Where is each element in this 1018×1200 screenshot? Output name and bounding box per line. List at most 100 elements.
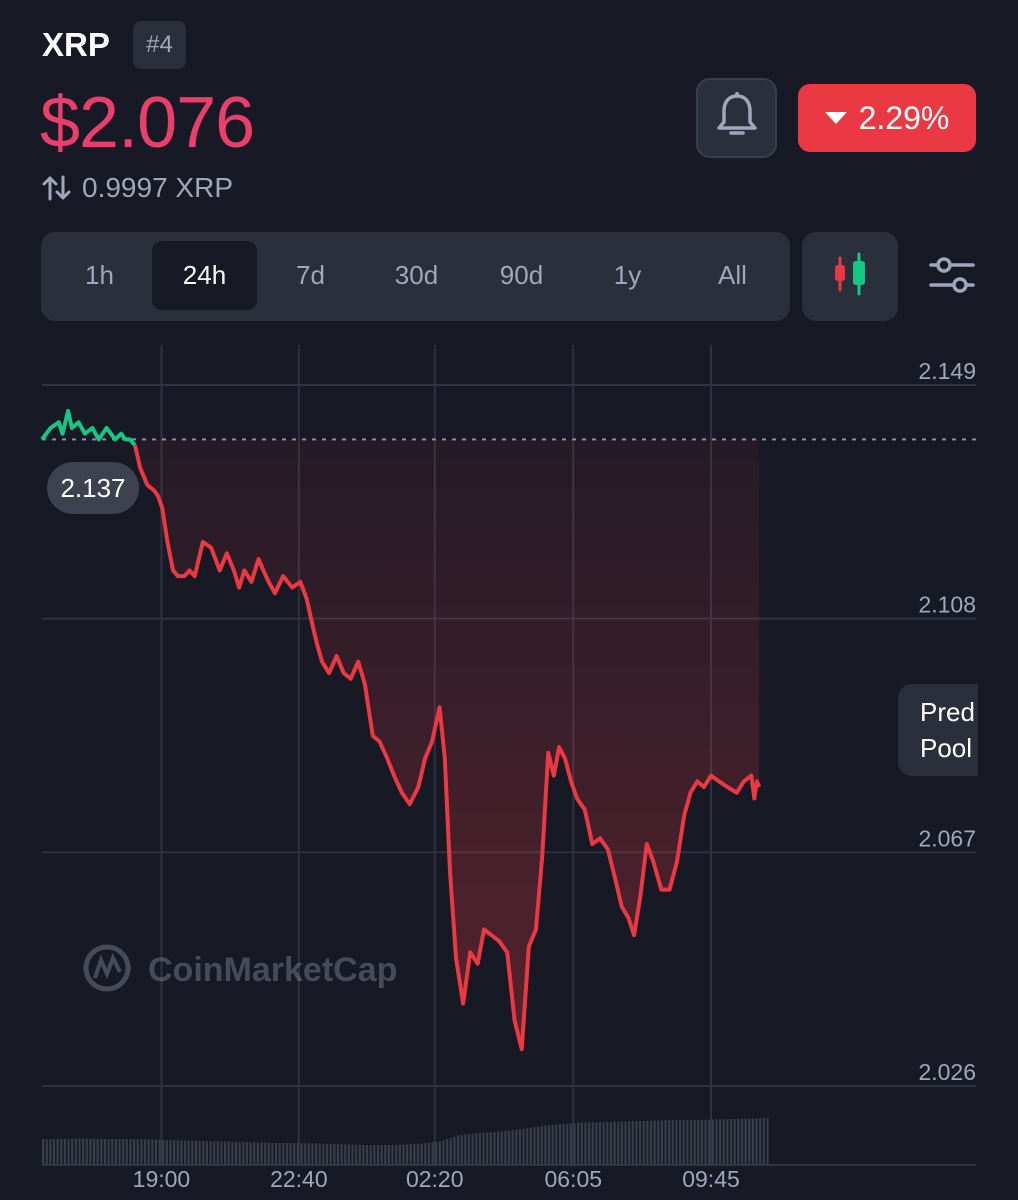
volume-bar [715, 1119, 718, 1165]
candlestick-toggle-button[interactable] [802, 232, 898, 321]
volume-bar [380, 1145, 383, 1165]
volume-bar [71, 1138, 74, 1165]
tab-1h[interactable]: 1h [85, 260, 114, 290]
volume-bar [526, 1128, 529, 1165]
volume-bar [202, 1140, 205, 1165]
y-axis-label: 2.149 [918, 358, 976, 384]
volume-bar [762, 1118, 765, 1165]
volume-bar [169, 1140, 172, 1165]
tab-7d[interactable]: 7d [296, 260, 325, 290]
volume-bar [515, 1129, 518, 1165]
volume-bar [708, 1119, 711, 1165]
volume-bar [391, 1144, 394, 1165]
volume-bar [282, 1143, 285, 1165]
volume-bar [682, 1120, 685, 1165]
volume-bar [588, 1122, 591, 1165]
x-axis-label: 06:05 [544, 1166, 602, 1192]
y-axis-label: 2.026 [918, 1059, 976, 1085]
volume-bar [395, 1144, 398, 1165]
volume-bar [140, 1139, 143, 1165]
volume-bar [558, 1124, 562, 1165]
volume-bar [191, 1140, 194, 1165]
volume-bar [766, 1118, 769, 1165]
volume-bar [635, 1121, 638, 1165]
volume-bar [580, 1122, 583, 1165]
volume-bar [133, 1139, 136, 1165]
volume-bar [89, 1138, 92, 1165]
volume-bar [205, 1141, 208, 1165]
price-alert-button[interactable] [696, 78, 777, 158]
volume-bar [213, 1141, 216, 1165]
tab-24h[interactable]: 24h [152, 241, 257, 310]
volume-bar [653, 1120, 656, 1165]
volume-bar [609, 1121, 613, 1165]
tab-all[interactable]: All [718, 260, 747, 290]
volume-bar [60, 1138, 63, 1165]
volume-bar [92, 1138, 96, 1165]
tab-30d[interactable]: 30d [394, 260, 439, 290]
volume-bar [63, 1138, 67, 1165]
volume-bar [122, 1139, 125, 1165]
volume-bar [340, 1144, 343, 1165]
volume-bar [602, 1122, 605, 1165]
volume-bar [438, 1141, 441, 1165]
volume-bar [427, 1142, 431, 1165]
volume-bar [176, 1140, 179, 1165]
volume-bar [253, 1142, 256, 1165]
volume-bar [518, 1129, 522, 1165]
price-line-up [40, 408, 137, 447]
volume-bar [689, 1120, 693, 1165]
chart-settings-button[interactable] [924, 252, 980, 302]
volume-bar [329, 1143, 332, 1165]
volume-bar [435, 1141, 438, 1165]
volume-bar [111, 1139, 114, 1165]
volume-bar [406, 1144, 409, 1165]
volume-bar [118, 1139, 121, 1165]
volume-bar [449, 1137, 452, 1165]
volume-bar [409, 1144, 412, 1165]
volume-bar [489, 1132, 492, 1165]
volume-bar [154, 1139, 158, 1165]
coinmarketcap-logo [83, 944, 131, 992]
volume-bar [85, 1138, 88, 1165]
volume-bar [584, 1122, 587, 1165]
volume-bar [296, 1143, 299, 1165]
volume-bar [365, 1144, 369, 1165]
volume-bar [551, 1124, 554, 1165]
candlestick-icon [830, 252, 870, 301]
volume-bar [114, 1139, 117, 1165]
volume-bar [566, 1123, 569, 1165]
volume-bar [325, 1143, 329, 1165]
volume-bar [136, 1139, 139, 1165]
volume-bar [533, 1127, 536, 1165]
tab-90d[interactable]: 90d [499, 260, 544, 290]
volume-bar [620, 1121, 623, 1165]
volume-bar [100, 1139, 103, 1165]
price-change-value: 2.29% [858, 99, 950, 136]
volume-bar [686, 1120, 689, 1165]
volume-bar [751, 1118, 754, 1165]
volume-bar [486, 1132, 489, 1165]
x-axis-label: 09:45 [682, 1166, 740, 1192]
volume-bar [245, 1142, 249, 1165]
volume-bar [471, 1133, 474, 1165]
pred-pool-tab[interactable]: Pred Pool [898, 684, 978, 776]
volume-bar [49, 1139, 52, 1165]
volume-bar [271, 1142, 274, 1165]
volume-bar [304, 1143, 307, 1165]
current-price: $2.076 [40, 83, 255, 163]
volume-bar [755, 1118, 758, 1165]
volume-bar [416, 1143, 420, 1165]
volume-bar [333, 1144, 336, 1165]
volume-bar [143, 1139, 147, 1165]
volume-bar [267, 1142, 270, 1165]
volume-bar [216, 1141, 219, 1165]
conversion-row[interactable]: 0.9997 XRP [42, 172, 233, 204]
volume-bar [638, 1121, 642, 1165]
volume-bar [369, 1145, 372, 1165]
volume-bar [540, 1126, 543, 1165]
volume-bar [242, 1142, 245, 1165]
tab-1y[interactable]: 1y [613, 260, 642, 290]
volume-bar [613, 1121, 616, 1165]
